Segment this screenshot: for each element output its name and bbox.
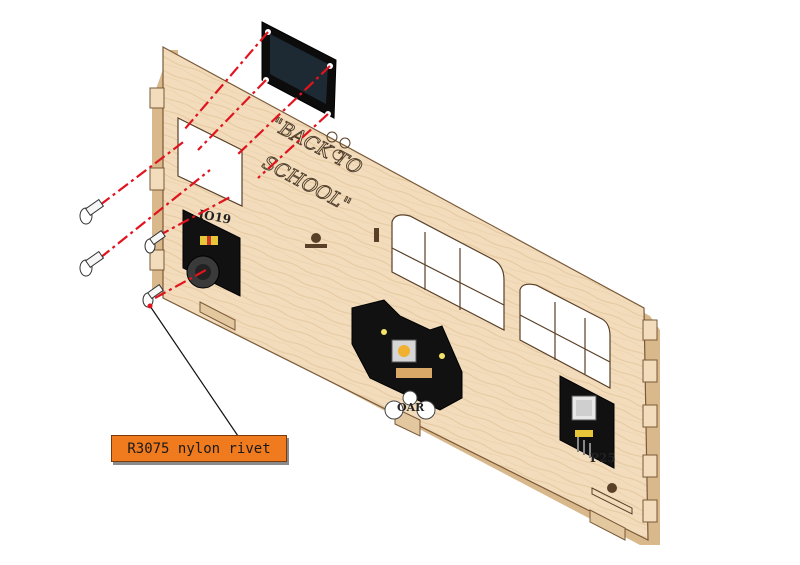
button-module: P25 [559,375,616,469]
window-cutout-left [391,214,505,331]
pin-label-center: OAR [397,401,425,414]
wood-panel [149,45,660,545]
rivet [144,229,166,254]
window-cutout-right [519,283,611,389]
cat-sensor-module: OAR [351,299,463,420]
rivet [79,250,105,277]
callout-leader-line [149,305,239,437]
callout-anchor-dot [147,303,153,309]
oled-display-module [261,21,337,119]
pin-label-io19: IO19 [197,207,232,226]
screw-emblem-left [305,233,327,248]
rivet [79,198,105,225]
callout-label: R3075 nylon rivet [111,435,287,462]
alignment-guides [99,31,331,299]
screw-emblem-right [591,483,633,515]
slot-mark [374,228,379,242]
pin-label-p25: P25 [590,451,616,465]
